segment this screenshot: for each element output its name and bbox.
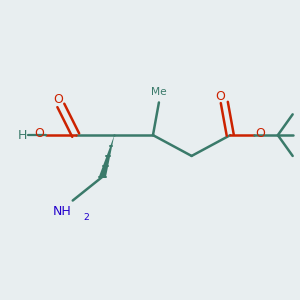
Text: 2: 2: [83, 213, 89, 222]
Text: O: O: [256, 127, 266, 140]
Text: O: O: [53, 93, 63, 106]
Text: O: O: [215, 90, 225, 103]
Text: H: H: [17, 129, 27, 142]
Text: O: O: [34, 127, 44, 140]
Text: Me: Me: [151, 86, 167, 97]
Text: NH: NH: [52, 205, 71, 218]
Polygon shape: [99, 135, 114, 177]
